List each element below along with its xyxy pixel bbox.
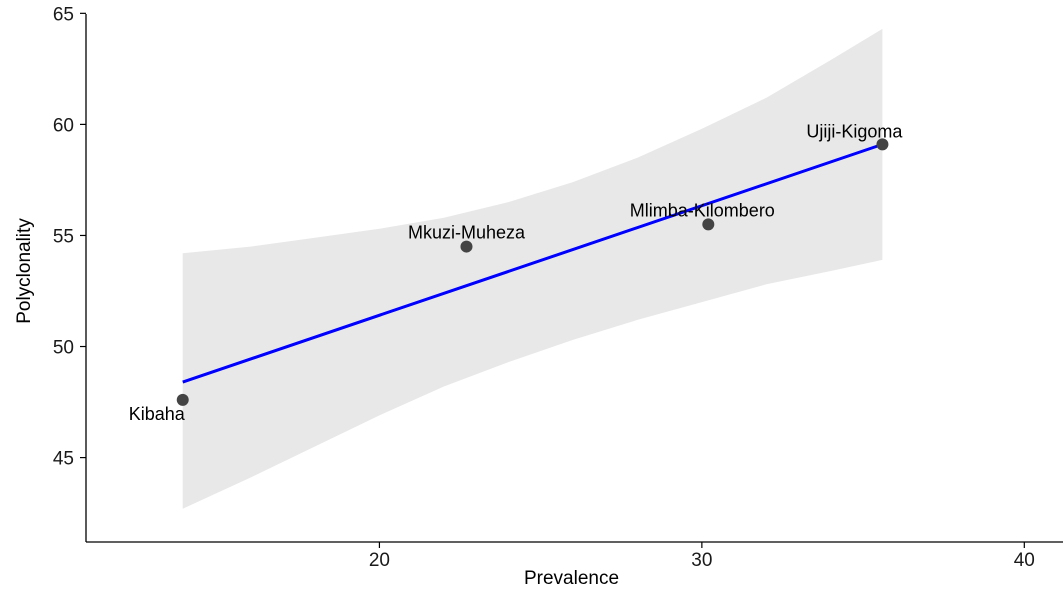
data-point-1 xyxy=(460,240,473,253)
x-axis-title: Prevalence xyxy=(524,568,619,589)
point-label-3: Ujiji-Kigoma xyxy=(806,121,903,141)
x-tick-label-2: 40 xyxy=(1014,550,1035,571)
y-tick-label-2: 55 xyxy=(53,226,74,247)
point-label-0: Kibaha xyxy=(129,404,186,424)
y-tick-label-3: 60 xyxy=(53,115,74,136)
points-layer xyxy=(176,138,889,406)
y-axis-title: Polyclonality xyxy=(14,218,35,324)
x-tick-label-0: 20 xyxy=(369,550,390,571)
data-point-0 xyxy=(176,393,189,406)
x-ticks-layer: 20 30 40 xyxy=(369,542,1035,571)
data-point-3 xyxy=(876,138,889,151)
confidence-band xyxy=(182,28,883,509)
y-ticks-layer: 45 50 55 60 65 xyxy=(53,4,86,470)
x-tick-label-1: 30 xyxy=(691,550,712,571)
point-label-2: Mlimba-Kilombero xyxy=(630,200,775,220)
y-tick-label-0: 45 xyxy=(53,449,74,470)
y-tick-label-1: 50 xyxy=(53,338,74,359)
data-point-2 xyxy=(702,218,715,231)
y-tick-label-4: 65 xyxy=(53,4,74,25)
point-label-1: Mkuzi-Muheza xyxy=(408,223,526,243)
point-labels-layer: Kibaha Mkuzi-Muheza Mlimba-Kilombero Ujiji-… xyxy=(129,121,904,423)
regression-line xyxy=(182,142,883,384)
